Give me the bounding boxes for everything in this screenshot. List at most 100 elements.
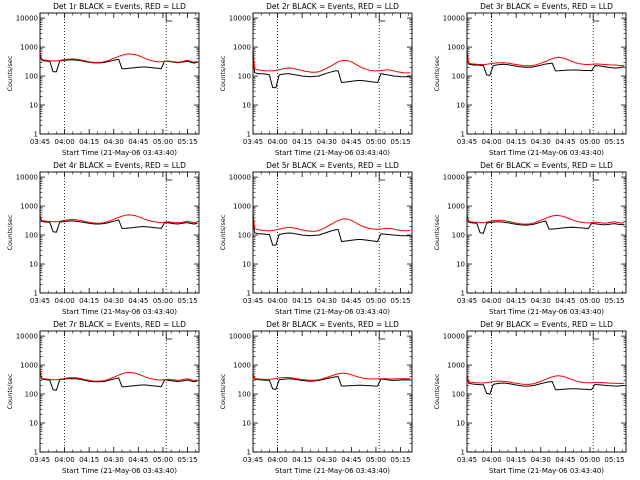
- series-line-red: [39, 369, 198, 382]
- x-tick-label: 04:00: [54, 297, 74, 305]
- x-tick-label: 04:00: [267, 456, 287, 464]
- x-axis-label: Start Time (21-May-06 03:43:40): [489, 308, 604, 316]
- x-tick-label: 04:45: [555, 456, 575, 464]
- x-tick-label: 05:15: [390, 138, 410, 146]
- y-tick-label: 10000: [229, 333, 251, 341]
- y-axis-label: Counts/sec: [219, 214, 227, 250]
- plot-frame: [252, 12, 413, 135]
- reference-marker: [165, 13, 173, 22]
- plot-frame: [252, 330, 413, 453]
- x-axis-label: Start Time (21-May-06 03:43:40): [275, 149, 390, 157]
- series-line-red: [466, 374, 625, 385]
- x-tick-label: 05:15: [604, 456, 624, 464]
- y-tick-label: 100: [452, 232, 465, 240]
- chart-panel-7: Det 7r BLACK = Events, RED = LLD Counts/s…: [6, 320, 200, 475]
- x-tick-label: 03:45: [243, 297, 263, 305]
- x-tick-label: 05:00: [580, 456, 600, 464]
- y-tick-label: 1000: [233, 362, 251, 370]
- x-tick-label: 03:45: [243, 138, 263, 146]
- x-tick-label: 04:30: [317, 297, 337, 305]
- y-tick-label: 1000: [447, 44, 465, 52]
- series-line-black: [39, 370, 198, 391]
- x-tick-label: 04:45: [341, 297, 361, 305]
- y-tick-label: 1000: [447, 362, 465, 370]
- x-axis-label: Start Time (21-May-06 03:43:40): [275, 467, 390, 475]
- y-tick-label: 10: [242, 102, 251, 110]
- series-line-red: [39, 52, 198, 63]
- x-tick-label: 05:00: [580, 297, 600, 305]
- x-tick-label: 04:45: [128, 138, 148, 146]
- x-tick-label: 05:00: [366, 456, 386, 464]
- reference-marker: [592, 331, 600, 340]
- y-tick-label: 1: [247, 290, 251, 298]
- x-axis-label: Start Time (21-May-06 03:43:40): [62, 467, 177, 475]
- chart-panel-8: Det 8r BLACK = Events, RED = LLD Counts/s…: [219, 320, 413, 475]
- y-tick-label: 10: [456, 102, 465, 110]
- y-tick-label: 10000: [443, 333, 465, 341]
- y-tick-label: 10: [29, 102, 38, 110]
- chart-title: Det 4r BLACK = Events, RED = LLD: [53, 161, 186, 170]
- y-tick-label: 1: [461, 290, 465, 298]
- y-tick-label: 1: [247, 131, 251, 139]
- series-line-red: [39, 214, 198, 224]
- y-tick-label: 10000: [16, 174, 38, 182]
- x-tick-label: 04:45: [555, 297, 575, 305]
- chart-title: Det 7r BLACK = Events, RED = LLD: [53, 320, 186, 329]
- x-tick-label: 04:30: [104, 138, 124, 146]
- y-axis-label: Counts/sec: [219, 373, 227, 409]
- x-tick-label: 04:00: [267, 297, 287, 305]
- x-tick-label: 04:00: [481, 297, 501, 305]
- chart-title: Det 9r BLACK = Events, RED = LLD: [480, 320, 613, 329]
- series-line-red: [252, 212, 411, 232]
- x-tick-label: 04:00: [267, 138, 287, 146]
- chart-title: Det 8r BLACK = Events, RED = LLD: [266, 320, 399, 329]
- x-tick-label: 04:15: [506, 138, 526, 146]
- x-tick-label: 03:45: [243, 456, 263, 464]
- x-tick-label: 05:00: [366, 138, 386, 146]
- y-tick-label: 10: [242, 261, 251, 269]
- reference-marker: [378, 331, 386, 340]
- y-tick-label: 100: [25, 391, 38, 399]
- y-tick-label: 100: [25, 232, 38, 240]
- chart-title: Det 1r BLACK = Events, RED = LLD: [53, 2, 186, 11]
- plot-frame: [39, 171, 200, 294]
- plot-frame: [466, 12, 627, 135]
- chart-panel-1: Det 1r BLACK = Events, RED = LLD Counts/s…: [6, 2, 200, 157]
- series-line-black: [466, 214, 625, 234]
- y-tick-label: 10: [242, 420, 251, 428]
- y-tick-label: 1: [247, 449, 251, 457]
- series-line-red: [252, 48, 411, 74]
- y-tick-label: 1: [461, 449, 465, 457]
- x-tick-label: 04:15: [79, 297, 99, 305]
- x-tick-label: 04:30: [104, 297, 124, 305]
- y-tick-label: 10000: [16, 333, 38, 341]
- y-axis-label: Counts/sec: [433, 214, 441, 250]
- x-tick-label: 05:15: [177, 138, 197, 146]
- x-tick-label: 04:30: [104, 456, 124, 464]
- y-tick-label: 1000: [20, 44, 38, 52]
- series-line-black: [252, 217, 411, 246]
- y-tick-label: 1: [34, 449, 38, 457]
- x-tick-label: 03:45: [30, 456, 50, 464]
- chart-panel-3: Det 3r BLACK = Events, RED = LLD Counts/s…: [433, 2, 627, 157]
- x-tick-label: 04:00: [54, 138, 74, 146]
- x-tick-label: 04:15: [506, 297, 526, 305]
- x-tick-label: 05:00: [580, 138, 600, 146]
- x-tick-label: 05:15: [177, 456, 197, 464]
- series-line-red: [466, 214, 625, 225]
- x-tick-label: 03:45: [30, 297, 50, 305]
- series-line-black: [39, 215, 198, 233]
- x-tick-label: 04:00: [481, 456, 501, 464]
- chart-panel-4: Det 4r BLACK = Events, RED = LLD Counts/s…: [6, 161, 200, 316]
- series-line-black: [252, 373, 411, 390]
- y-tick-label: 1000: [233, 44, 251, 52]
- y-tick-label: 100: [238, 232, 251, 240]
- x-tick-label: 04:15: [79, 456, 99, 464]
- y-axis-label: Counts/sec: [219, 55, 227, 91]
- y-tick-label: 1000: [20, 203, 38, 211]
- chart-title: Det 3r BLACK = Events, RED = LLD: [480, 2, 613, 11]
- y-tick-label: 100: [452, 391, 465, 399]
- reference-marker: [165, 331, 173, 340]
- x-tick-label: 04:30: [317, 456, 337, 464]
